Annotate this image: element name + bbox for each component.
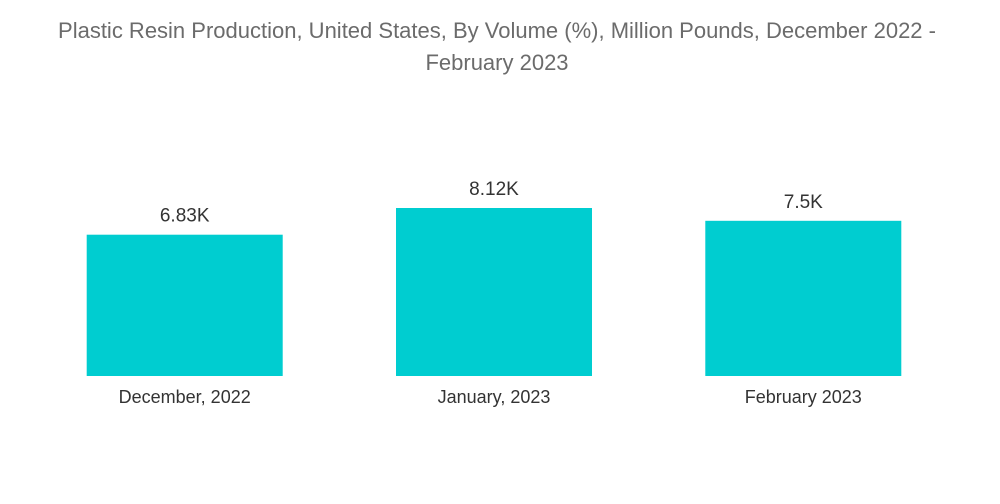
value-label-0: 6.83K [160, 206, 210, 227]
bar-2 [705, 220, 902, 376]
chart-title: Plastic Resin Production, United States,… [58, 18, 936, 75]
category-label-2: February 2023 [745, 387, 862, 407]
category-label-1: January, 2023 [438, 387, 551, 407]
value-label-2: 7.5K [784, 192, 823, 213]
bar-1 [396, 208, 592, 376]
value-label-1: 8.12K [469, 179, 519, 200]
category-labels-group: December, 2022 January, 2023 February 2023 [119, 387, 862, 407]
chart-title-line-1: Plastic Resin Production, United States,… [58, 18, 936, 43]
bars-group [86, 208, 902, 376]
bar-0 [86, 234, 283, 376]
chart-title-line-2: February 2023 [425, 50, 568, 75]
value-labels-group: 6.83K 8.12K 7.5K [160, 179, 823, 227]
category-label-0: December, 2022 [119, 387, 251, 407]
